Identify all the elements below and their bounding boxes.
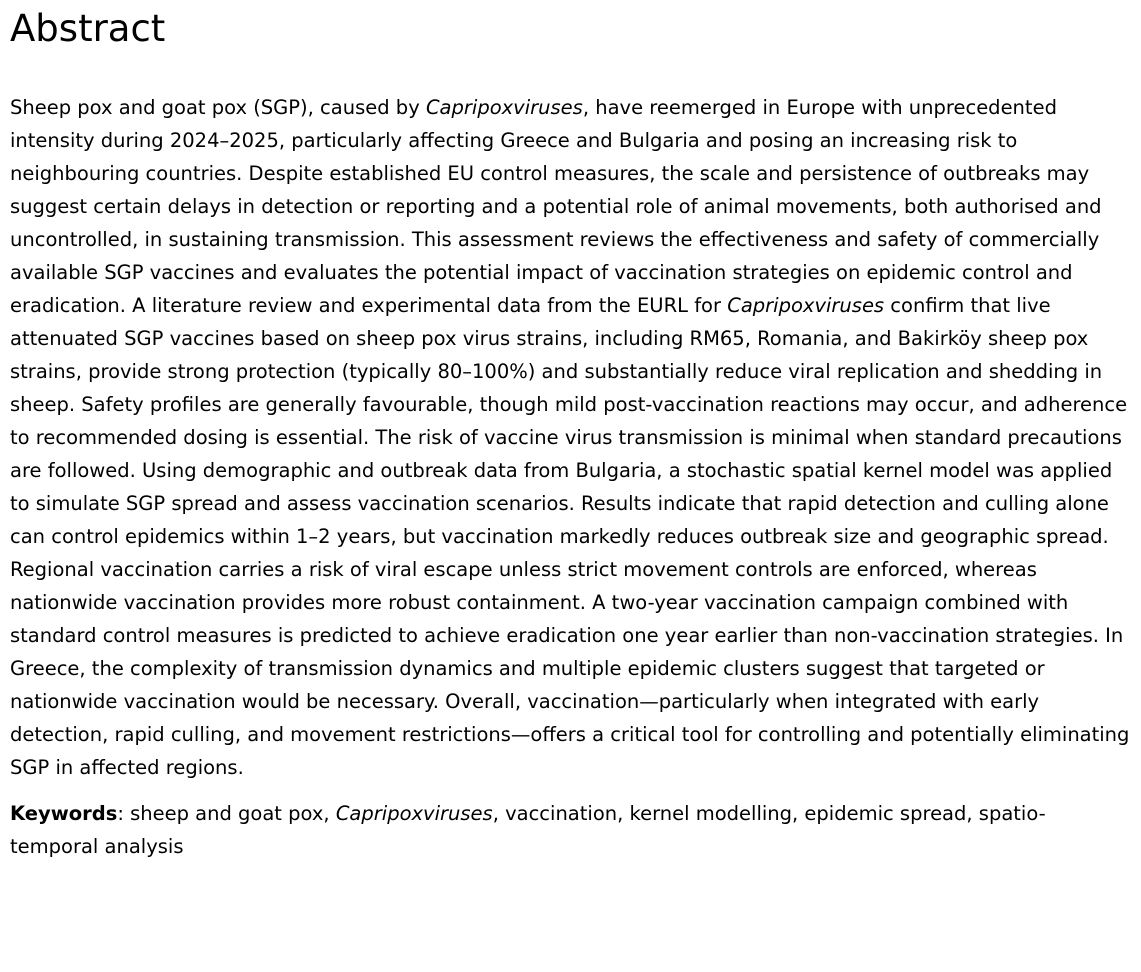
bold-text-run: Keywords — [10, 801, 118, 825]
keywords-line: Keywords: sheep and goat pox, Capripoxvi… — [10, 797, 1131, 863]
italic-text-run: Capripoxviruses — [335, 801, 493, 825]
italic-text-run: Capripoxviruses — [425, 95, 583, 119]
text-run: confirm that live attenuated SGP vaccine… — [10, 293, 1130, 779]
text-run: : sheep and goat pox, — [117, 801, 336, 825]
text-run: , have reemerged in Europe with unpreced… — [10, 95, 1102, 317]
italic-text-run: Capripoxviruses — [727, 293, 885, 317]
abstract-heading: Abstract — [10, 7, 166, 50]
text-run: Sheep pox and goat pox (SGP), caused by — [10, 95, 426, 119]
abstract-paragraph: Sheep pox and goat pox (SGP), caused by … — [10, 91, 1131, 784]
text-run: , vaccination, kernel modelling, epidemi… — [10, 801, 1046, 858]
